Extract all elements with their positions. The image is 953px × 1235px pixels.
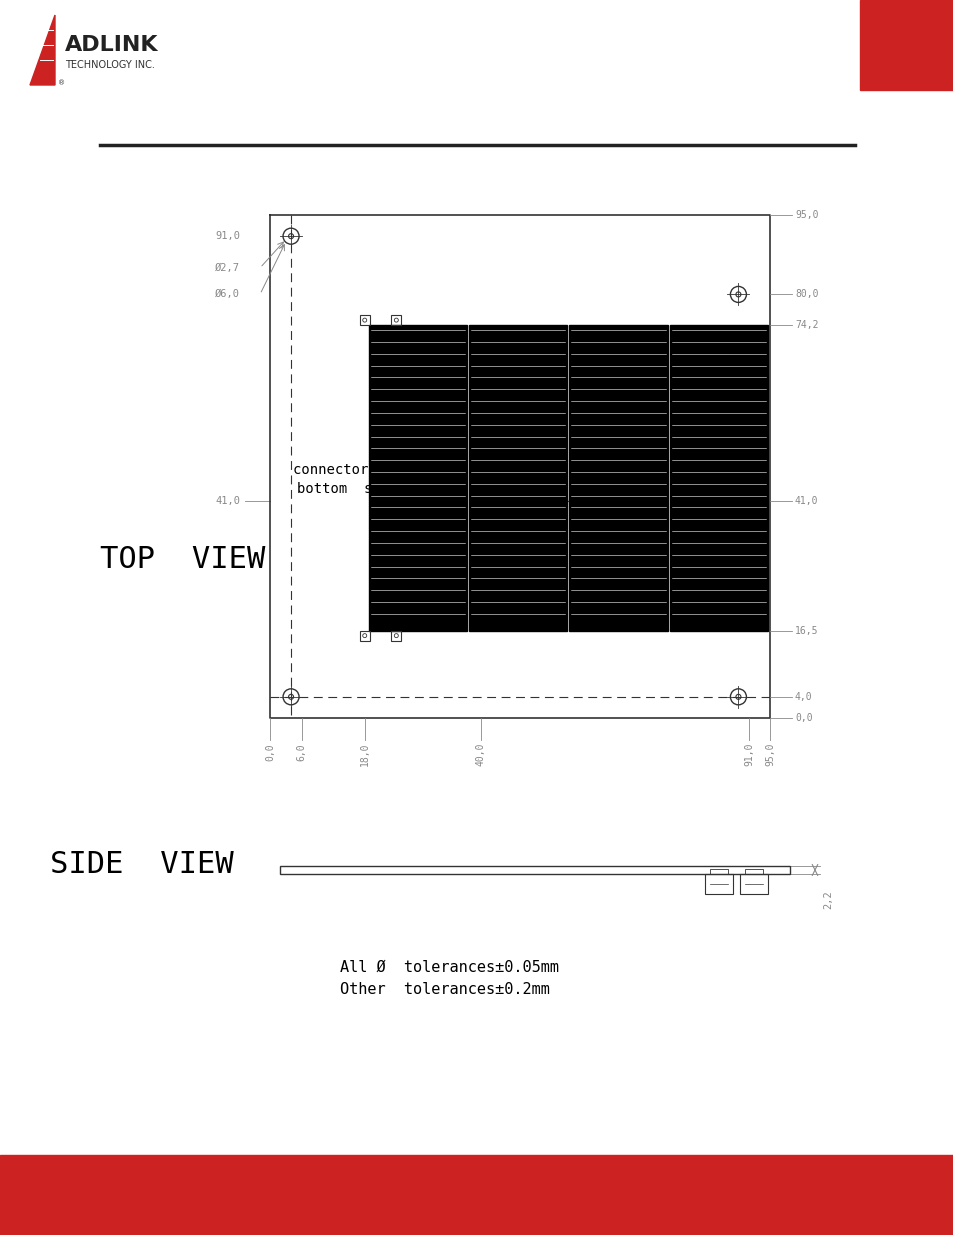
Bar (744, 869, 762, 874)
Text: 0,0: 0,0 (265, 743, 274, 761)
Text: ADLINK: ADLINK (65, 35, 158, 56)
Bar (469, 325, 567, 631)
Text: Other  tolerances±0.2mm: Other tolerances±0.2mm (339, 982, 549, 997)
Text: 4,0: 4,0 (794, 692, 812, 701)
Text: 80,0: 80,0 (794, 289, 818, 299)
Bar (391, 631, 401, 641)
Text: 95,0: 95,0 (764, 743, 774, 767)
Text: 74,2: 74,2 (794, 320, 818, 330)
Bar (391, 315, 401, 325)
Bar (359, 631, 370, 641)
Text: All Ø  tolerances±0.05mm: All Ø tolerances±0.05mm (339, 960, 558, 974)
Bar (704, 874, 732, 894)
Text: 41,0: 41,0 (794, 496, 818, 506)
Text: Ø6,0: Ø6,0 (214, 289, 240, 299)
Text: 91,0: 91,0 (214, 231, 240, 241)
Polygon shape (30, 15, 55, 85)
Text: connectors on
bottom  side: connectors on bottom side (293, 463, 401, 496)
Text: 40,0: 40,0 (475, 743, 485, 767)
Text: TECHNOLOGY INC.: TECHNOLOGY INC. (65, 61, 154, 70)
Text: 41,0: 41,0 (214, 496, 240, 506)
Text: 0,0: 0,0 (794, 713, 812, 722)
Bar (740, 874, 767, 894)
Text: 95,0: 95,0 (794, 210, 818, 220)
Bar (669, 325, 767, 631)
Text: 18,0: 18,0 (359, 743, 370, 767)
Text: 91,0: 91,0 (743, 743, 753, 767)
Bar (569, 325, 667, 631)
Bar (709, 869, 727, 874)
Bar (859, 0, 953, 90)
Text: Ø2,7: Ø2,7 (214, 263, 240, 273)
Bar (0, 1155, 953, 1235)
Bar (359, 315, 370, 325)
Text: 6,0: 6,0 (296, 743, 306, 761)
Text: 2,2: 2,2 (822, 890, 832, 909)
Text: SIDE  VIEW: SIDE VIEW (50, 851, 233, 879)
Bar (280, 866, 789, 874)
Text: TOP  VIEW: TOP VIEW (100, 545, 265, 574)
Bar (369, 325, 467, 631)
Text: ®: ® (58, 80, 65, 86)
Text: 16,5: 16,5 (794, 626, 818, 636)
